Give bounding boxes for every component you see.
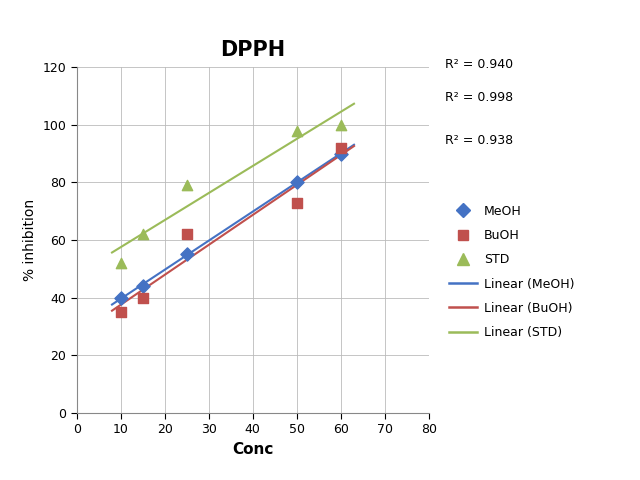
Point — [138, 282, 148, 290]
Point — [292, 127, 302, 134]
Point — [138, 230, 148, 238]
Text: R² = 0.998: R² = 0.998 — [445, 91, 513, 104]
Point — [182, 181, 192, 189]
Text: R² = 0.938: R² = 0.938 — [445, 134, 513, 147]
Point — [182, 230, 192, 238]
Point — [336, 144, 346, 152]
Title: DPPH: DPPH — [220, 40, 285, 60]
Text: R² = 0.940: R² = 0.940 — [445, 58, 513, 71]
Point — [292, 199, 302, 206]
Point — [116, 294, 126, 301]
Point — [336, 121, 346, 129]
Point — [292, 179, 302, 186]
X-axis label: Conc: Conc — [232, 442, 273, 457]
Point — [138, 294, 148, 301]
Legend: MeOH, BuOH, STD, Linear (MeOH), Linear (BuOH), Linear (STD): MeOH, BuOH, STD, Linear (MeOH), Linear (… — [449, 205, 575, 339]
Y-axis label: % inhibition: % inhibition — [23, 199, 37, 281]
Point — [336, 150, 346, 157]
Point — [116, 259, 126, 267]
Point — [182, 251, 192, 258]
Point — [116, 308, 126, 316]
